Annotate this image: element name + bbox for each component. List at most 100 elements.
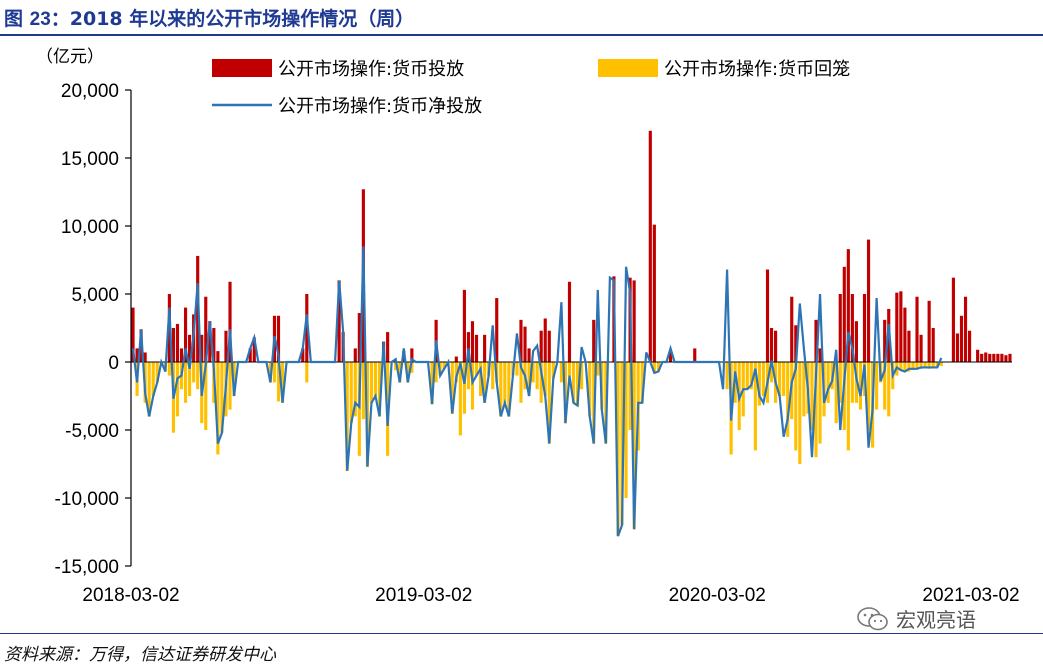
y-tick-label: 10,000: [61, 217, 119, 238]
withdrawal-bar: [798, 362, 802, 464]
withdrawal-bar: [939, 362, 943, 367]
withdrawal-bar: [466, 362, 471, 390]
injection-bar: [668, 352, 673, 362]
y-tick-label: 0: [108, 353, 119, 374]
injection-bar: [996, 353, 1000, 362]
withdrawal-bar: [919, 362, 923, 369]
injection-bar: [769, 328, 774, 362]
withdrawal-bar: [769, 362, 774, 383]
withdrawal-bar: [794, 362, 798, 451]
withdrawal-bar: [632, 362, 636, 530]
figure-title: 图 23：2018 年以来的公开市场操作情况（周）: [4, 4, 414, 31]
injection-bar: [131, 307, 135, 362]
withdrawal-bar: [216, 362, 220, 455]
withdrawal-bar: [814, 362, 818, 458]
injection-bar: [470, 321, 475, 362]
withdrawal-bar: [786, 362, 790, 437]
withdrawal-bar: [826, 362, 830, 403]
injection-bar: [337, 280, 341, 362]
title-rule: [0, 34, 1043, 36]
injection-bar: [846, 249, 850, 362]
legend-label-net: 公开市场操作:货币净投放: [278, 96, 482, 117]
withdrawal-bar: [357, 362, 361, 456]
injection-bar: [992, 353, 996, 362]
y-axis-ticks: 20,000 15,000 10,000 5,000 0 -5,000 -10,000 -15…: [55, 81, 131, 578]
withdrawal-bar: [652, 362, 656, 373]
withdrawal-bar: [220, 362, 224, 433]
injection-bar: [850, 294, 854, 362]
injection-bar: [1004, 355, 1008, 362]
watermark: 宏观亮语: [856, 604, 976, 633]
withdrawal-bar: [373, 362, 378, 396]
x-tick-label: 2019-03-02: [375, 585, 472, 606]
withdrawal-bar: [883, 362, 887, 410]
injection-bar: [648, 130, 652, 362]
injection-bar: [175, 323, 180, 362]
withdrawal-bar: [580, 362, 584, 390]
withdrawal-bar: [931, 362, 935, 368]
withdrawal-bar: [838, 362, 842, 403]
injection-bar: [790, 296, 794, 362]
withdrawal-bar: [474, 362, 479, 376]
withdrawal-bar: [361, 362, 365, 420]
withdrawal-bar: [196, 362, 200, 390]
injection-bar: [135, 348, 139, 362]
withdrawal-bar: [834, 362, 838, 424]
withdrawal-bar: [810, 362, 814, 430]
injection-bar: [527, 348, 531, 362]
withdrawal-bar: [903, 362, 907, 371]
y-tick-label: 5,000: [71, 285, 119, 306]
withdrawal-bar: [624, 362, 628, 498]
injection-bar: [976, 349, 980, 362]
injection-bar: [794, 325, 798, 362]
withdrawal-bar: [782, 362, 786, 396]
injection-bar: [276, 315, 281, 362]
withdrawal-bar: [228, 362, 232, 410]
withdrawal-bar: [531, 362, 535, 383]
withdrawal-bar: [345, 362, 349, 471]
injection-bar: [204, 296, 208, 362]
injection-bar: [903, 307, 907, 362]
withdrawal-bar: [846, 362, 850, 451]
withdrawal-bar: [147, 362, 151, 417]
injection-bar: [523, 326, 527, 362]
injection-bar: [955, 333, 960, 362]
injection-bar: [539, 330, 543, 362]
withdrawal-bar: [596, 362, 600, 376]
withdrawal-bar: [616, 362, 620, 537]
withdrawal-bar: [167, 362, 171, 376]
injection-bar: [919, 334, 923, 362]
injection-bar: [543, 318, 547, 362]
withdrawal-bar: [353, 362, 357, 417]
injection-bar: [854, 321, 858, 362]
injection-bar: [693, 348, 697, 362]
withdrawal-bar: [915, 362, 919, 369]
withdrawal-bar: [204, 362, 208, 430]
injection-bar: [951, 277, 955, 362]
injection-bar: [495, 298, 499, 362]
withdrawal-bar: [757, 362, 761, 406]
withdrawal-bar: [887, 362, 891, 417]
withdrawal-bar: [539, 362, 543, 403]
injection-bar: [462, 289, 466, 362]
injection-bar: [212, 328, 216, 362]
net-injection-line: [131, 246, 943, 537]
injection-bar: [305, 294, 309, 362]
y-tick-label: 20,000: [61, 81, 119, 102]
withdrawal-bar: [818, 362, 822, 444]
injection-bar: [915, 296, 919, 362]
withdrawal-bar: [192, 362, 196, 383]
injection-bar: [980, 353, 984, 362]
open-market-operations-chart: 20,000 15,000 10,000 5,000 0 -5,000 -10,000 -15…: [36, 47, 1020, 606]
injection-bar: [883, 319, 887, 362]
withdrawal-bar: [188, 362, 192, 396]
injection-bar: [984, 352, 988, 362]
withdrawal-bar: [280, 362, 285, 403]
injection-bar: [353, 348, 357, 362]
withdrawal-bar: [547, 362, 551, 444]
withdrawal-bar: [462, 362, 466, 414]
injection-bar: [466, 332, 471, 362]
injection-bar: [179, 348, 184, 362]
figure-title-prefix: 图: [4, 8, 30, 30]
withdrawal-bar: [491, 362, 495, 390]
